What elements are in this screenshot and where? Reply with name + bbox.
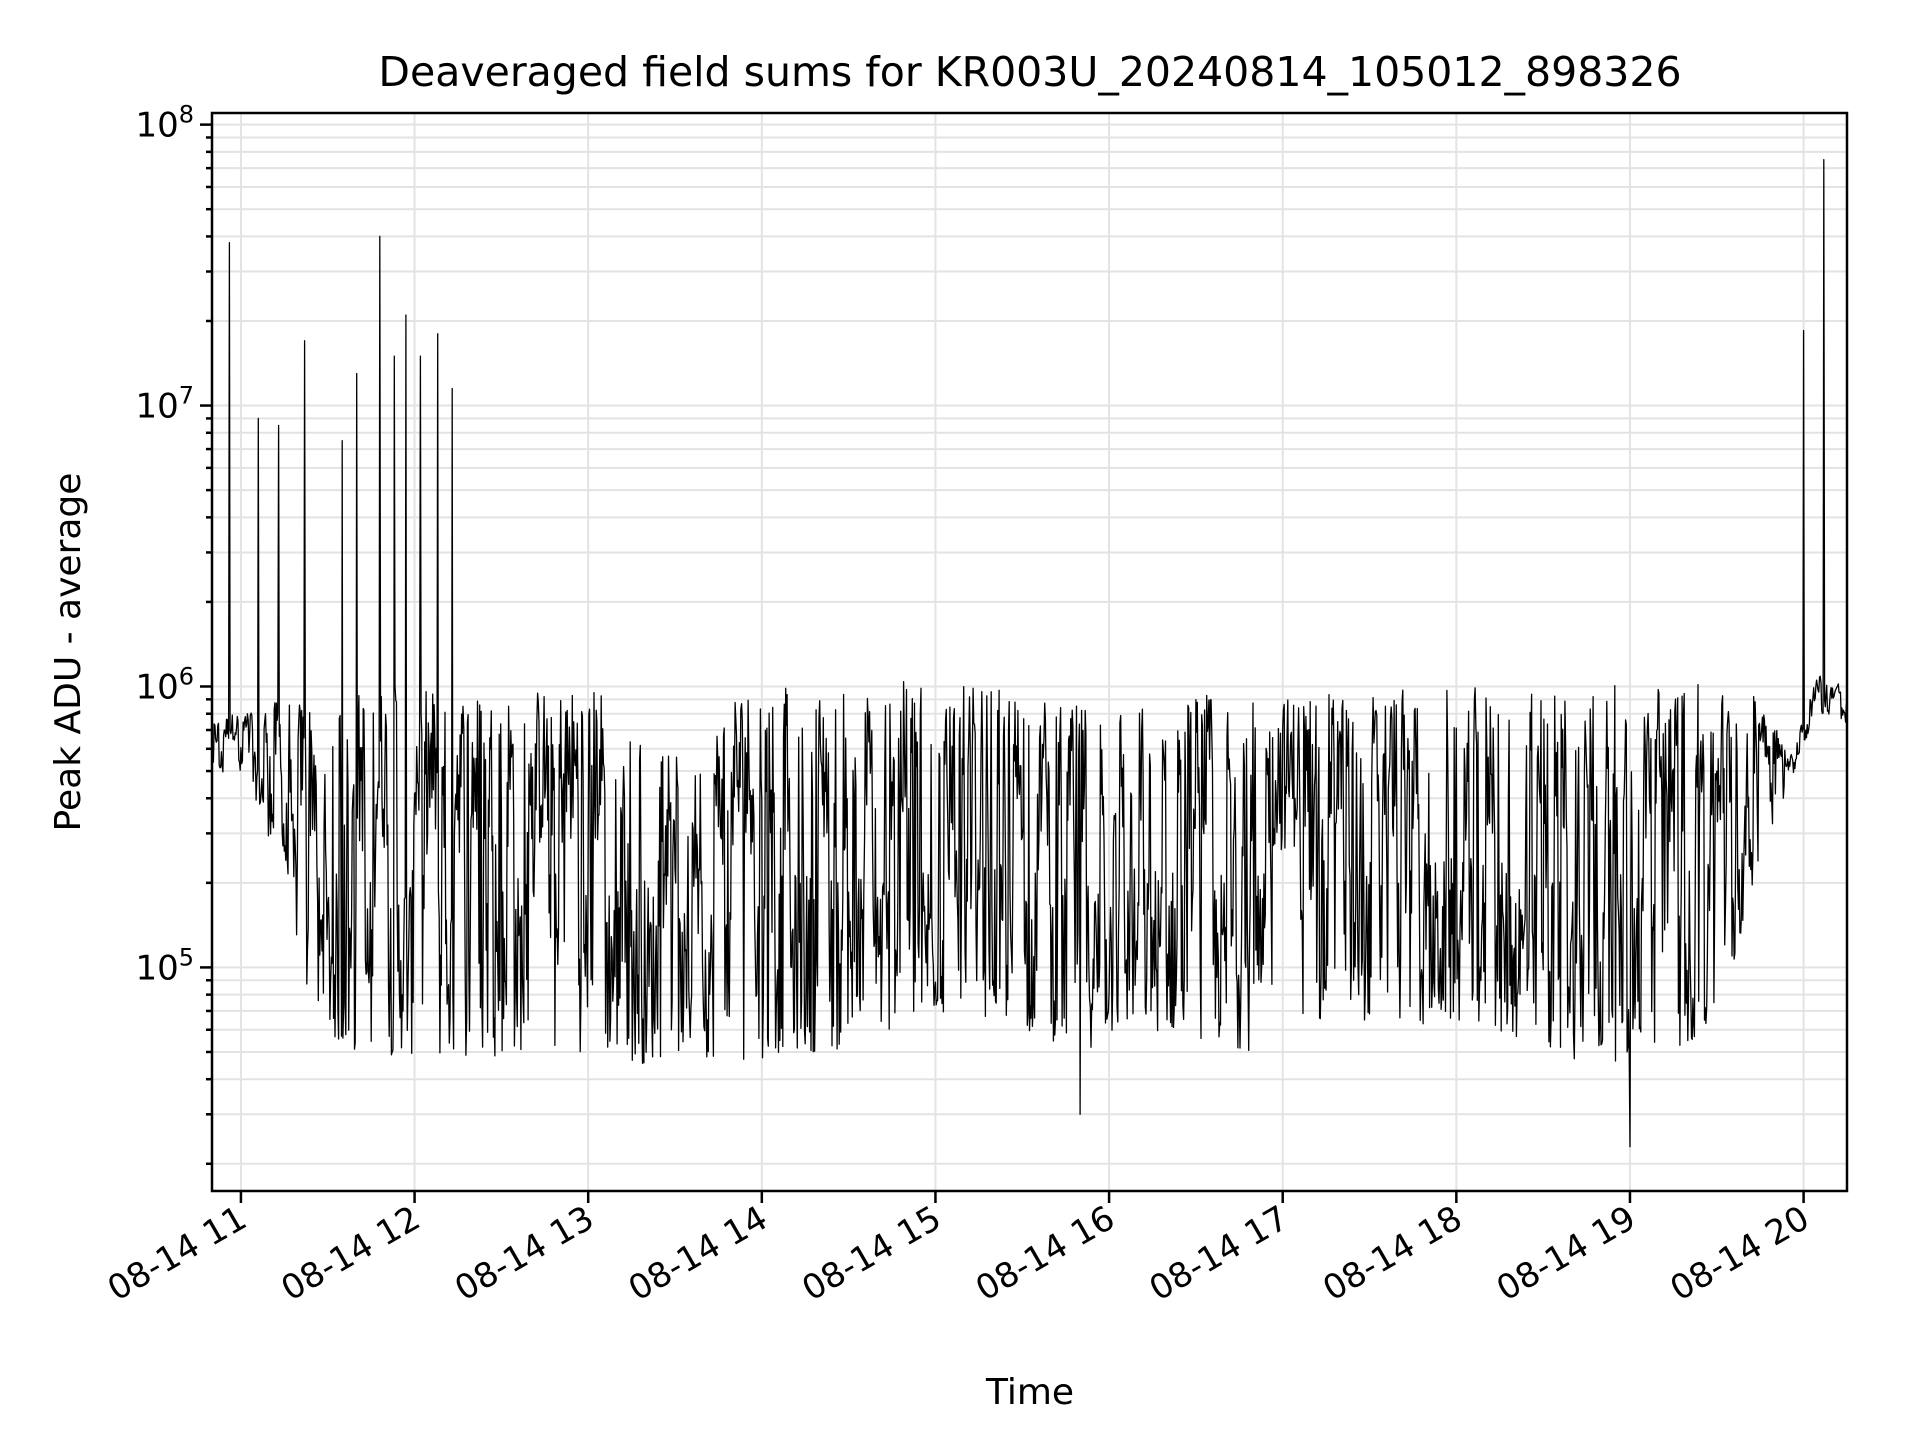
x-tick-label: 08-14 16 (969, 1198, 1121, 1309)
y-tick-label: 108 (135, 101, 194, 146)
x-axis: 08-14 11 08-14 12 08-14 13 08-14 14 08-14 15… (101, 1191, 1816, 1309)
x-tick-label: 08-14 17 (1143, 1198, 1295, 1309)
x-tick-label: 08-14 20 (1664, 1198, 1816, 1309)
plot-frame (210, 111, 1849, 1193)
y-tick-label: 105 (135, 943, 194, 988)
y-axis: 105 106 107 108 (135, 101, 212, 1166)
x-tick-label: 08-14 18 (1316, 1198, 1468, 1309)
x-tick-label: 08-14 12 (275, 1198, 427, 1309)
series-layer (211, 159, 1848, 1148)
x-tick-label: 08-14 15 (796, 1198, 948, 1309)
x-tick-label: 08-14 13 (448, 1198, 600, 1309)
chart-title: Deaveraged field sums for KR003U_2024081… (378, 48, 1681, 96)
y-axis-label: Peak ADU - average (48, 473, 89, 832)
y-tick-label: 106 (135, 662, 194, 707)
x-tick-label: 08-14 11 (101, 1198, 253, 1309)
x-axis-label: Time (985, 1372, 1074, 1413)
x-tick-label: 08-14 14 (622, 1198, 774, 1309)
x-tick-label: 08-14 19 (1490, 1198, 1642, 1309)
y-tick-label: 107 (135, 382, 194, 427)
series-line (211, 159, 1848, 1148)
